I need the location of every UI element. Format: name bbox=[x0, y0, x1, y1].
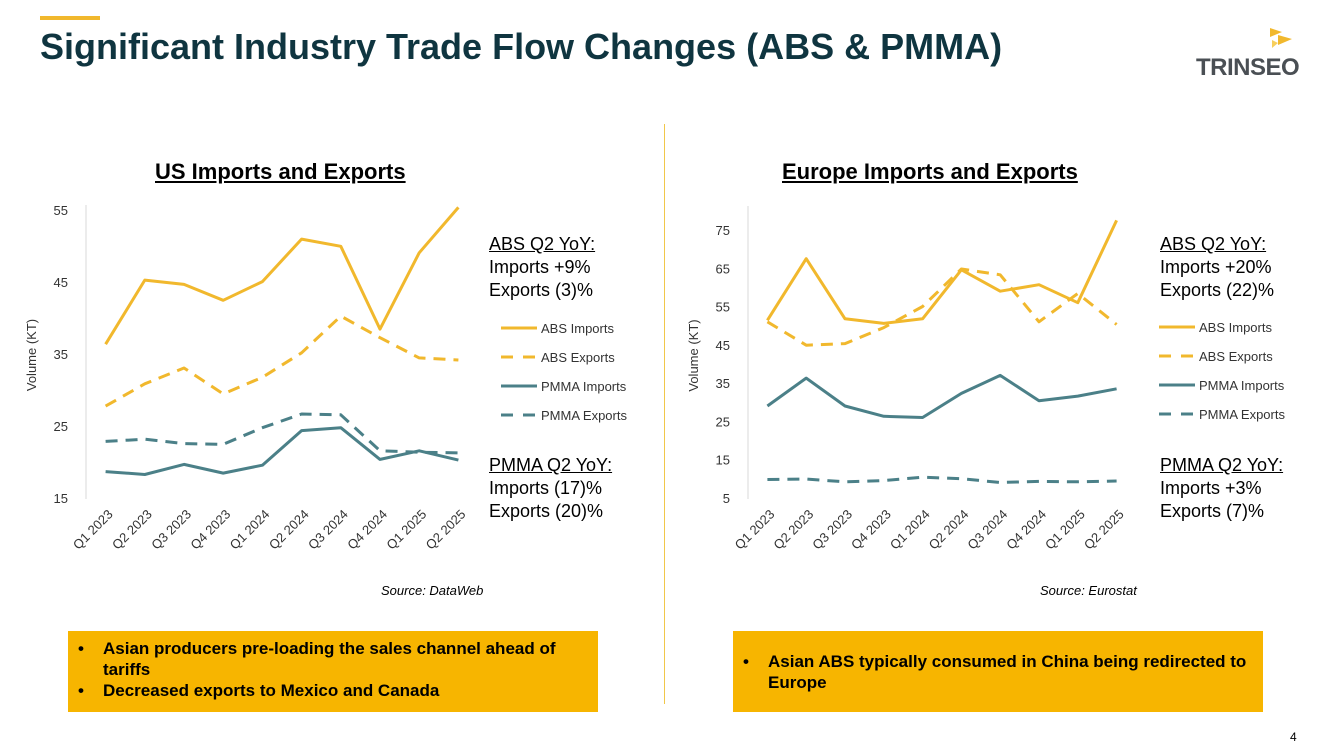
us-pmma-note-exports: Exports (20)% bbox=[489, 501, 604, 521]
europe-y-tick-label: 5 bbox=[723, 491, 730, 506]
europe-pmma-note-exports: Exports (7)% bbox=[1160, 501, 1265, 521]
europe-legend-label: ABS Exports bbox=[1199, 349, 1273, 364]
us-series-pmma-imports bbox=[105, 426, 459, 476]
us-y-tick-label: 25 bbox=[54, 419, 68, 434]
us-x-tick-label: Q4 2023 bbox=[187, 507, 233, 553]
us-x-tick-label: Q2 2023 bbox=[109, 507, 155, 553]
europe-y-axis-label: Volume (KT) bbox=[686, 319, 701, 391]
europe-y-tick-label: 45 bbox=[716, 338, 730, 353]
europe-legend-label: ABS Imports bbox=[1199, 320, 1272, 335]
europe-x-tick-label: Q2 2023 bbox=[770, 507, 816, 553]
europe-chart-title: Europe Imports and Exports bbox=[782, 159, 1078, 184]
us-x-tick-label: Q2 2025 bbox=[423, 507, 469, 553]
us-x-tick-label: Q3 2024 bbox=[305, 507, 351, 553]
europe-callout-item: Asian ABS typically consumed in China be… bbox=[743, 651, 1253, 693]
us-pmma-note-imports: Imports (17)% bbox=[489, 478, 603, 498]
us-series-abs-imports bbox=[104, 206, 460, 345]
us-source: Source: DataWeb bbox=[381, 583, 484, 598]
europe-series-pmma-imports bbox=[766, 373, 1117, 419]
europe-pmma-note-imports: Imports +3% bbox=[1160, 478, 1262, 498]
us-y-tick-label: 55 bbox=[54, 203, 68, 218]
europe-legend-label: PMMA Exports bbox=[1199, 407, 1285, 422]
europe-series-pmma-exports bbox=[767, 475, 1117, 484]
europe-abs-note-heading: ABS Q2 YoY: bbox=[1160, 234, 1267, 254]
us-abs-note-exports: Exports (3)% bbox=[489, 280, 594, 300]
trinseo-mark-icon bbox=[1270, 28, 1292, 48]
us-x-tick-label: Q1 2023 bbox=[70, 507, 116, 553]
europe-series-abs-imports bbox=[766, 219, 1118, 325]
us-callout-item: Asian producers pre-loading the sales ch… bbox=[78, 638, 588, 680]
us-abs-note-imports: Imports +9% bbox=[489, 257, 591, 277]
europe-x-tick-label: Q3 2024 bbox=[964, 507, 1010, 553]
us-x-tick-label: Q3 2023 bbox=[148, 507, 194, 553]
us-callout-item: Decreased exports to Mexico and Canada bbox=[78, 680, 588, 701]
europe-y-tick-label: 25 bbox=[716, 414, 730, 429]
europe-x-tick-label: Q2 2024 bbox=[926, 507, 972, 553]
us-callout: Asian producers pre-loading the sales ch… bbox=[68, 631, 598, 712]
europe-abs-note-exports: Exports (22)% bbox=[1160, 280, 1275, 300]
europe-y-tick-label: 75 bbox=[716, 223, 730, 238]
page-title: Significant Industry Trade Flow Changes … bbox=[40, 26, 1003, 67]
us-x-tick-label: Q1 2025 bbox=[383, 507, 429, 553]
us-pmma-note: PMMA Q2 YoY: Imports (17)% Exports (20)% bbox=[489, 454, 612, 523]
europe-y-tick-label: 35 bbox=[716, 376, 730, 391]
europe-x-tick-label: Q3 2023 bbox=[809, 507, 855, 553]
title-accent-bar bbox=[40, 16, 100, 20]
us-abs-note: ABS Q2 YoY: Imports +9% Exports (3)% bbox=[489, 233, 595, 302]
us-y-tick-label: 15 bbox=[54, 491, 68, 506]
us-y-tick-label: 45 bbox=[54, 275, 68, 290]
us-y-tick-label: 35 bbox=[54, 347, 68, 362]
us-x-tick-label: Q4 2024 bbox=[344, 507, 390, 553]
us-pmma-note-heading: PMMA Q2 YoY: bbox=[489, 455, 613, 475]
us-legend-label: ABS Imports bbox=[541, 321, 614, 336]
page-number: 4 bbox=[1290, 730, 1297, 744]
europe-pmma-note-heading: PMMA Q2 YoY: bbox=[1160, 455, 1284, 475]
europe-source: Source: Eurostat bbox=[1040, 583, 1137, 598]
us-y-axis-label: Volume (KT) bbox=[24, 319, 39, 391]
us-legend-label: PMMA Exports bbox=[541, 408, 627, 423]
us-abs-note-heading: ABS Q2 YoY: bbox=[489, 234, 596, 254]
europe-y-tick-label: 15 bbox=[716, 453, 730, 468]
europe-x-tick-label: Q1 2025 bbox=[1042, 507, 1088, 553]
us-series-abs-exports bbox=[104, 314, 459, 408]
europe-y-tick-label: 55 bbox=[716, 300, 730, 315]
europe-x-tick-label: Q4 2024 bbox=[1003, 507, 1049, 553]
trinseo-logo: TRINSEO bbox=[1190, 26, 1310, 82]
europe-abs-note-imports: Imports +20% bbox=[1160, 257, 1272, 277]
logo-text: TRINSEO bbox=[1196, 54, 1300, 81]
us-x-tick-label: Q1 2024 bbox=[227, 507, 273, 553]
europe-x-tick-label: Q2 2025 bbox=[1081, 507, 1127, 553]
europe-legend-label: PMMA Imports bbox=[1199, 378, 1285, 393]
column-divider bbox=[664, 124, 665, 704]
europe-callout: Asian ABS typically consumed in China be… bbox=[733, 631, 1263, 712]
us-x-tick-label: Q2 2024 bbox=[266, 507, 312, 553]
europe-pmma-note: PMMA Q2 YoY: Imports +3% Exports (7)% bbox=[1160, 454, 1283, 523]
us-series-pmma-exports bbox=[105, 412, 459, 455]
europe-series-abs-exports bbox=[766, 267, 1118, 347]
us-legend-label: PMMA Imports bbox=[541, 379, 627, 394]
europe-x-tick-label: Q1 2023 bbox=[732, 507, 778, 553]
us-legend-label: ABS Exports bbox=[541, 350, 615, 365]
europe-x-tick-label: Q4 2023 bbox=[848, 507, 894, 553]
europe-x-tick-label: Q1 2024 bbox=[887, 507, 933, 553]
europe-y-tick-label: 65 bbox=[716, 261, 730, 276]
us-chart-title: US Imports and Exports bbox=[155, 159, 406, 184]
europe-abs-note: ABS Q2 YoY: Imports +20% Exports (22)% bbox=[1160, 233, 1274, 302]
